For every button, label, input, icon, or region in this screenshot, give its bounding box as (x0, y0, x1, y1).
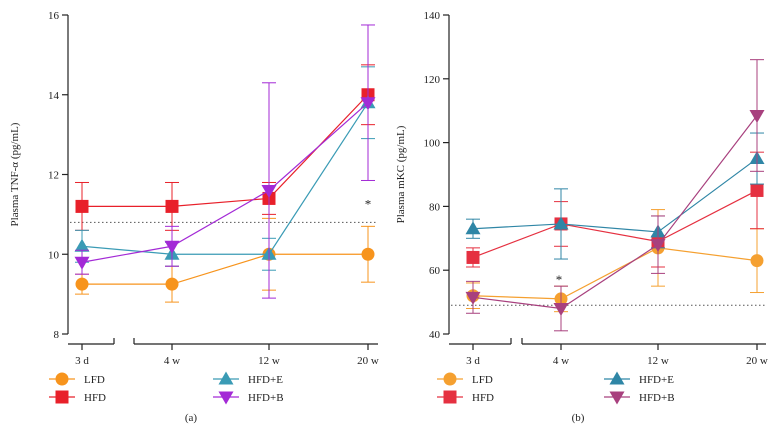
data-point-lfd (75, 277, 89, 291)
data-point-hfd-b (360, 97, 376, 111)
x-tick-label: 12 w (647, 355, 669, 367)
x-tick-label: 3 d (75, 355, 89, 367)
y-tick-label: 16 (48, 10, 60, 22)
data-point-hfd (165, 199, 179, 213)
data-point-hfd-b (465, 291, 481, 305)
data-point-hfd-b (261, 184, 277, 198)
data-point-hfd-b (749, 109, 765, 123)
legend-label-hfd: HFD (84, 392, 106, 404)
y-axis-label: Plasma mKC (pg/mL) (395, 125, 407, 223)
data-point-hfd (466, 250, 480, 264)
data-point-lfd (165, 277, 179, 291)
panel-caption: (a) (185, 412, 198, 424)
legend-marker-hfd (443, 390, 457, 404)
series-line-hfd (82, 94, 369, 207)
x-tick-label: 12 w (258, 355, 280, 367)
legend-label-hfd-e: HFD+E (639, 374, 674, 386)
data-point-hfd-e (465, 221, 481, 235)
legend-label-lfd: LFD (84, 374, 105, 386)
y-tick-label: 8 (54, 329, 60, 341)
x-tick-label: 4 w (553, 355, 569, 367)
legend-marker-hfd-b (218, 391, 234, 405)
y-tick-label: 10 (48, 249, 60, 261)
y-tick-label: 60 (429, 265, 441, 277)
significance-asterisk: * (556, 272, 563, 287)
x-tick-label: 20 w (746, 355, 768, 367)
legend-marker-hfd-b (609, 391, 625, 405)
series-line-lfd (82, 253, 368, 285)
data-point-lfd (750, 254, 764, 268)
y-tick-label: 100 (424, 138, 441, 150)
y-tick-label: 14 (48, 90, 60, 102)
legend-marker-lfd (55, 372, 69, 386)
significance-asterisk: * (365, 196, 372, 211)
series-line-lfd (472, 247, 758, 300)
data-point-hfd-e (553, 216, 569, 230)
chart-panel-a: 8 10 12 14 16 Plasma TNF-α (pg/mL) 3 d 4 w 12 w 2… (9, 10, 379, 424)
data-point-hfd (750, 183, 764, 197)
series-line-hfd-e (81, 102, 369, 255)
data-point-hfd (75, 199, 89, 213)
panel-caption: (b) (572, 412, 585, 424)
data-point-hfd-b (553, 302, 569, 316)
data-point-lfd (361, 247, 375, 261)
legend-label-hfd-e: HFD+E (248, 374, 283, 386)
chart-panel-b: 40 60 80 100 120 140 Plasma mKC (pg/mL) 3 d 4 w 1… (395, 10, 768, 424)
series-line-hfd-b (472, 115, 758, 310)
data-point-hfd-e (74, 238, 90, 252)
x-tick-label: 20 w (357, 355, 379, 367)
legend-marker-hfd (55, 390, 69, 404)
y-tick-label: 40 (429, 329, 441, 341)
series-line-hfd-e (472, 158, 758, 233)
y-tick-label: 120 (424, 74, 441, 86)
data-point-hfd-b (164, 240, 180, 254)
y-axis-label: Plasma TNF-α (pg/mL) (9, 122, 21, 226)
legend-label-lfd: LFD (472, 374, 493, 386)
data-point-hfd-b (650, 239, 666, 253)
legend-marker-hfd-e (218, 371, 234, 385)
x-tick-label: 3 d (466, 355, 480, 367)
y-tick-label: 12 (48, 170, 59, 182)
legend-label-hfd-b: HFD+B (639, 392, 675, 404)
x-tick-label: 4 w (164, 355, 180, 367)
series-line-hfd (472, 189, 758, 259)
series-line-hfd-b (81, 102, 369, 263)
y-tick-label: 140 (424, 10, 441, 22)
data-point-hfd-b (74, 256, 90, 270)
legend-marker-lfd (443, 372, 457, 386)
legend-marker-hfd-e (609, 371, 625, 385)
legend-label-hfd: HFD (472, 392, 494, 404)
legend-label-hfd-b: HFD+B (248, 392, 284, 404)
y-tick-label: 80 (429, 201, 441, 213)
